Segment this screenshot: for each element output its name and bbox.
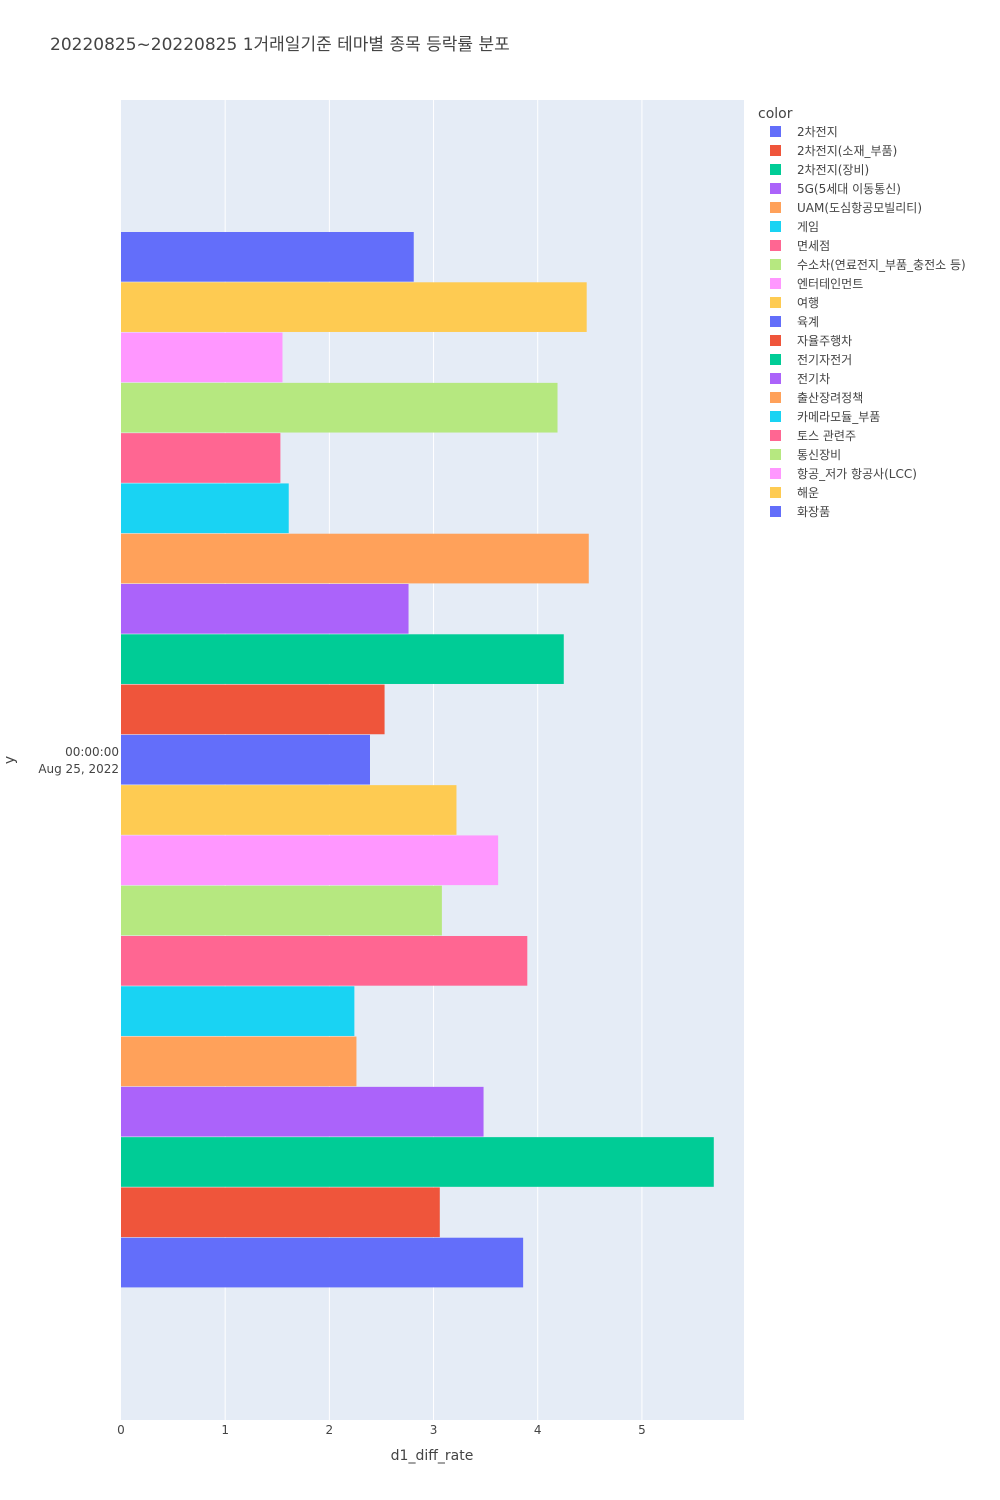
- x-tick-label-4: 4: [534, 1423, 542, 1437]
- legend-label-3[interactable]: 5G(5세대 이동통신): [797, 182, 901, 196]
- legend-swatch-20[interactable]: [770, 506, 781, 517]
- bar-18[interactable]: [121, 332, 283, 383]
- legend-label-20[interactable]: 화장품: [797, 505, 830, 519]
- legend-label-12[interactable]: 전기자전거: [797, 353, 852, 367]
- bar-7[interactable]: [121, 885, 442, 936]
- legend-label-18[interactable]: 항공_저가 항공사(LCC): [797, 467, 917, 481]
- bar-5[interactable]: [121, 986, 355, 1036]
- x-tick-label-2: 2: [326, 1423, 334, 1437]
- legend-label-16[interactable]: 토스 관련주: [797, 429, 856, 443]
- x-tick-label-1: 1: [221, 1423, 229, 1437]
- bar-14[interactable]: [121, 533, 589, 584]
- bar-4[interactable]: [121, 1036, 357, 1087]
- legend-swatch-5[interactable]: [770, 221, 781, 232]
- legend-swatch-2[interactable]: [770, 164, 781, 175]
- x-tick-label-0: 0: [117, 1423, 125, 1437]
- legend-label-1[interactable]: 2차전지(소재_부품): [797, 144, 897, 158]
- bar-1[interactable]: [121, 1187, 440, 1238]
- legend-label-6[interactable]: 면세점: [797, 239, 830, 253]
- legend-swatch-6[interactable]: [770, 240, 781, 251]
- x-axis-ticks: 0 1 2 3 4 5: [117, 1423, 646, 1437]
- legend-label-0[interactable]: 2차전지: [797, 125, 838, 139]
- legend-swatch-10[interactable]: [770, 316, 781, 327]
- legend-swatch-18[interactable]: [770, 468, 781, 479]
- legend-swatch-8[interactable]: [770, 278, 781, 289]
- bar-2[interactable]: [121, 1137, 714, 1187]
- legend-label-5[interactable]: 게임: [797, 220, 819, 234]
- legend-label-15[interactable]: 카메라모듈_부품: [797, 410, 880, 424]
- legend-swatch-4[interactable]: [770, 202, 781, 213]
- y-axis-title: y: [2, 756, 18, 764]
- legend-label-19[interactable]: 해운: [797, 486, 819, 500]
- legend-swatch-1[interactable]: [770, 145, 781, 156]
- legend: 2차전지 2차전지(소재_부품) 2차전지(장비) 5G(5세대 이동통신) UAM(도…: [770, 125, 966, 519]
- bar-16[interactable]: [121, 433, 281, 483]
- bar-11[interactable]: [121, 684, 385, 735]
- legend-label-14[interactable]: 출산장려정책: [797, 390, 863, 405]
- legend-swatch-11[interactable]: [770, 335, 781, 346]
- legend-title: color: [758, 106, 793, 122]
- legend-label-13[interactable]: 전기차: [797, 372, 830, 386]
- bar-6[interactable]: [121, 936, 528, 986]
- legend-swatch-19[interactable]: [770, 487, 781, 498]
- x-tick-label-3: 3: [430, 1423, 438, 1437]
- legend-swatch-17[interactable]: [770, 449, 781, 460]
- y-tick-label-date: Aug 25, 2022: [38, 762, 119, 776]
- legend-swatch-16[interactable]: [770, 430, 781, 441]
- legend-label-17[interactable]: 통신장비: [797, 448, 841, 462]
- bar-10[interactable]: [121, 734, 370, 785]
- legend-label-4[interactable]: UAM(도심항공모빌리티): [797, 201, 922, 215]
- legend-swatch-15[interactable]: [770, 411, 781, 422]
- bar-8[interactable]: [121, 835, 499, 886]
- legend-swatch-13[interactable]: [770, 373, 781, 384]
- bar-group: [121, 232, 714, 1288]
- bar-20[interactable]: [121, 232, 414, 282]
- bar-19[interactable]: [121, 282, 587, 332]
- legend-swatch-3[interactable]: [770, 183, 781, 194]
- legend-label-2[interactable]: 2차전지(장비): [797, 163, 869, 177]
- bar-9[interactable]: [121, 785, 457, 835]
- x-tick-label-5: 5: [638, 1423, 646, 1437]
- legend-swatch-12[interactable]: [770, 354, 781, 365]
- legend-swatch-14[interactable]: [770, 392, 781, 403]
- y-tick-label-time: 00:00:00: [65, 745, 119, 759]
- chart-title: 20220825~20220825 1거래일기준 테마별 종목 등락률 분포: [50, 35, 510, 55]
- bar-0[interactable]: [121, 1237, 524, 1288]
- legend-label-7[interactable]: 수소차(연료전지_부품_충전소 등): [797, 258, 966, 272]
- bar-17[interactable]: [121, 382, 558, 433]
- bar-15[interactable]: [121, 483, 289, 534]
- legend-swatch-7[interactable]: [770, 259, 781, 270]
- bar-12[interactable]: [121, 634, 564, 684]
- legend-swatch-0[interactable]: [770, 126, 781, 137]
- bar-3[interactable]: [121, 1086, 484, 1137]
- legend-label-11[interactable]: 자율주행차: [797, 333, 852, 348]
- x-axis-title: d1_diff_rate: [391, 1448, 474, 1464]
- legend-label-9[interactable]: 여행: [797, 295, 819, 310]
- legend-label-8[interactable]: 엔터테인먼트: [797, 277, 863, 291]
- bar-13[interactable]: [121, 584, 409, 634]
- legend-swatch-9[interactable]: [770, 297, 781, 308]
- legend-label-10[interactable]: 육계: [797, 315, 819, 329]
